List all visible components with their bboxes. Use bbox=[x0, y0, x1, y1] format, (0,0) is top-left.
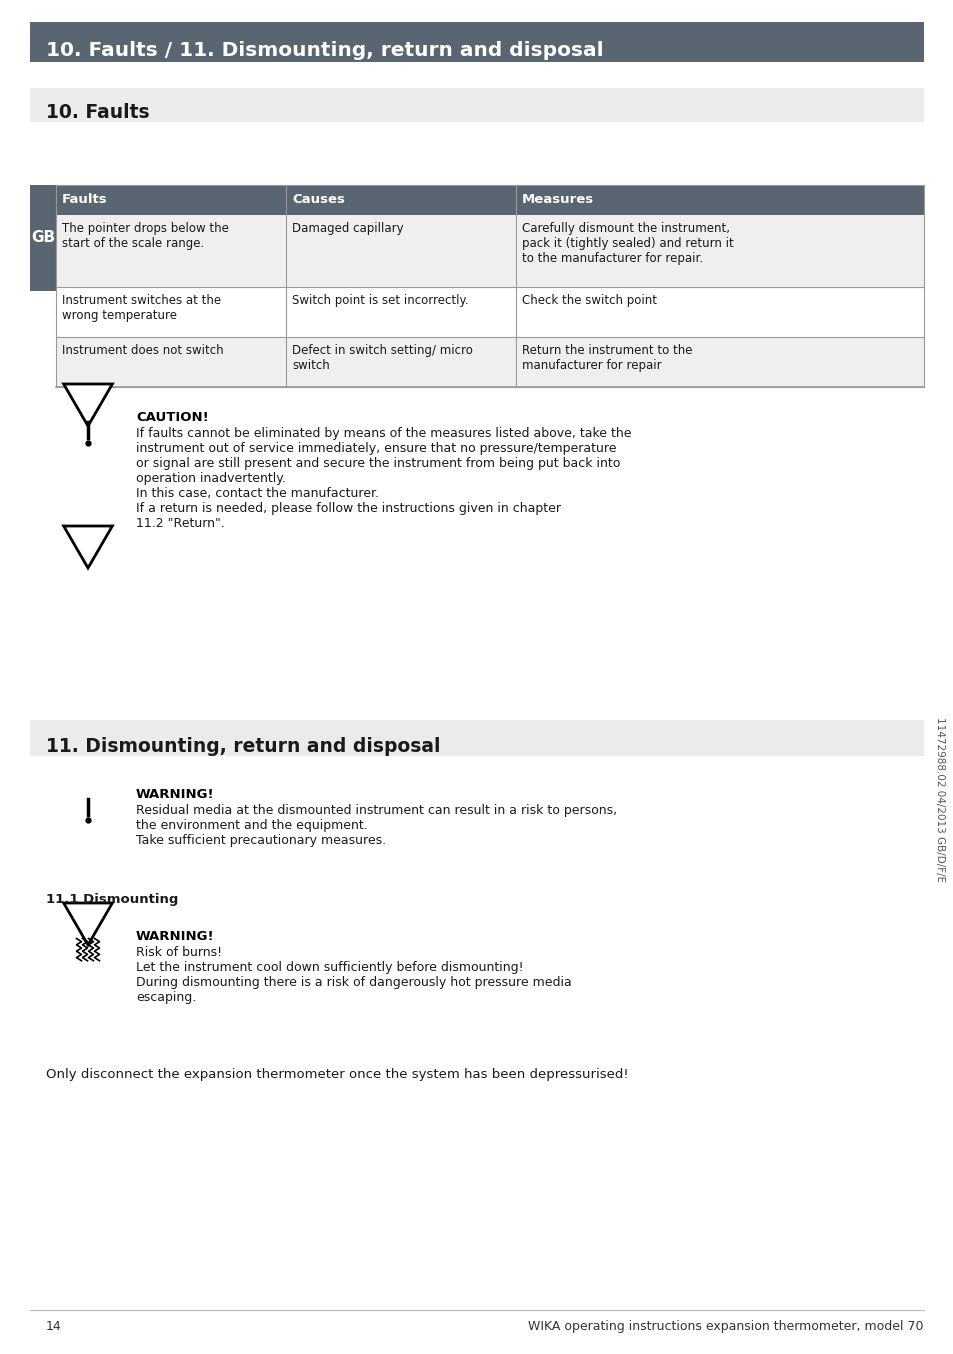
Bar bbox=[30, 22, 923, 62]
Text: Return the instrument to the
manufacturer for repair: Return the instrument to the manufacture… bbox=[521, 344, 692, 372]
Bar bbox=[56, 215, 923, 287]
Bar bbox=[30, 720, 923, 756]
Bar bbox=[56, 287, 923, 337]
Text: Carefully dismount the instrument,
pack it (tightly sealed) and return it
to the: Carefully dismount the instrument, pack … bbox=[521, 222, 733, 265]
Text: The pointer drops below the
start of the scale range.: The pointer drops below the start of the… bbox=[62, 222, 229, 250]
Text: Check the switch point: Check the switch point bbox=[521, 294, 657, 307]
Text: 10. Faults: 10. Faults bbox=[46, 103, 150, 122]
Bar bbox=[56, 185, 923, 215]
Text: GB: GB bbox=[30, 230, 55, 245]
Text: WARNING!: WARNING! bbox=[136, 788, 214, 802]
Text: Faults: Faults bbox=[62, 194, 108, 206]
Text: 11472988.02 04/2013 GB/D/F/E: 11472988.02 04/2013 GB/D/F/E bbox=[934, 718, 944, 883]
Text: Instrument does not switch: Instrument does not switch bbox=[62, 344, 223, 357]
Text: CAUTION!: CAUTION! bbox=[136, 412, 209, 424]
Text: WIKA operating instructions expansion thermometer, model 70: WIKA operating instructions expansion th… bbox=[528, 1320, 923, 1332]
Text: Residual media at the dismounted instrument can result in a risk to persons,
the: Residual media at the dismounted instrum… bbox=[136, 804, 617, 848]
Text: Causes: Causes bbox=[292, 194, 345, 206]
Text: Only disconnect the expansion thermometer once the system has been depressurised: Only disconnect the expansion thermomete… bbox=[46, 1068, 628, 1080]
Text: Instrument switches at the
wrong temperature: Instrument switches at the wrong tempera… bbox=[62, 294, 221, 322]
Text: 10. Faults / 11. Dismounting, return and disposal: 10. Faults / 11. Dismounting, return and… bbox=[46, 41, 603, 60]
Text: Measures: Measures bbox=[521, 194, 594, 206]
Polygon shape bbox=[64, 903, 112, 945]
Text: Switch point is set incorrectly.: Switch point is set incorrectly. bbox=[292, 294, 468, 307]
Text: 11. Dismounting, return and disposal: 11. Dismounting, return and disposal bbox=[46, 737, 440, 756]
Text: WARNING!: WARNING! bbox=[136, 930, 214, 942]
Text: Damaged capillary: Damaged capillary bbox=[292, 222, 403, 236]
Bar bbox=[30, 185, 56, 291]
Polygon shape bbox=[64, 385, 112, 427]
Text: 11.1 Dismounting: 11.1 Dismounting bbox=[46, 894, 178, 906]
Polygon shape bbox=[64, 525, 112, 567]
Bar bbox=[30, 88, 923, 122]
Text: If faults cannot be eliminated by means of the measures listed above, take the
i: If faults cannot be eliminated by means … bbox=[136, 427, 631, 529]
Bar bbox=[56, 337, 923, 387]
Text: Defect in switch setting/ micro
switch: Defect in switch setting/ micro switch bbox=[292, 344, 473, 372]
Text: Risk of burns!
Let the instrument cool down sufficiently before dismounting!
Dur: Risk of burns! Let the instrument cool d… bbox=[136, 946, 571, 1005]
Text: 14: 14 bbox=[46, 1320, 62, 1332]
